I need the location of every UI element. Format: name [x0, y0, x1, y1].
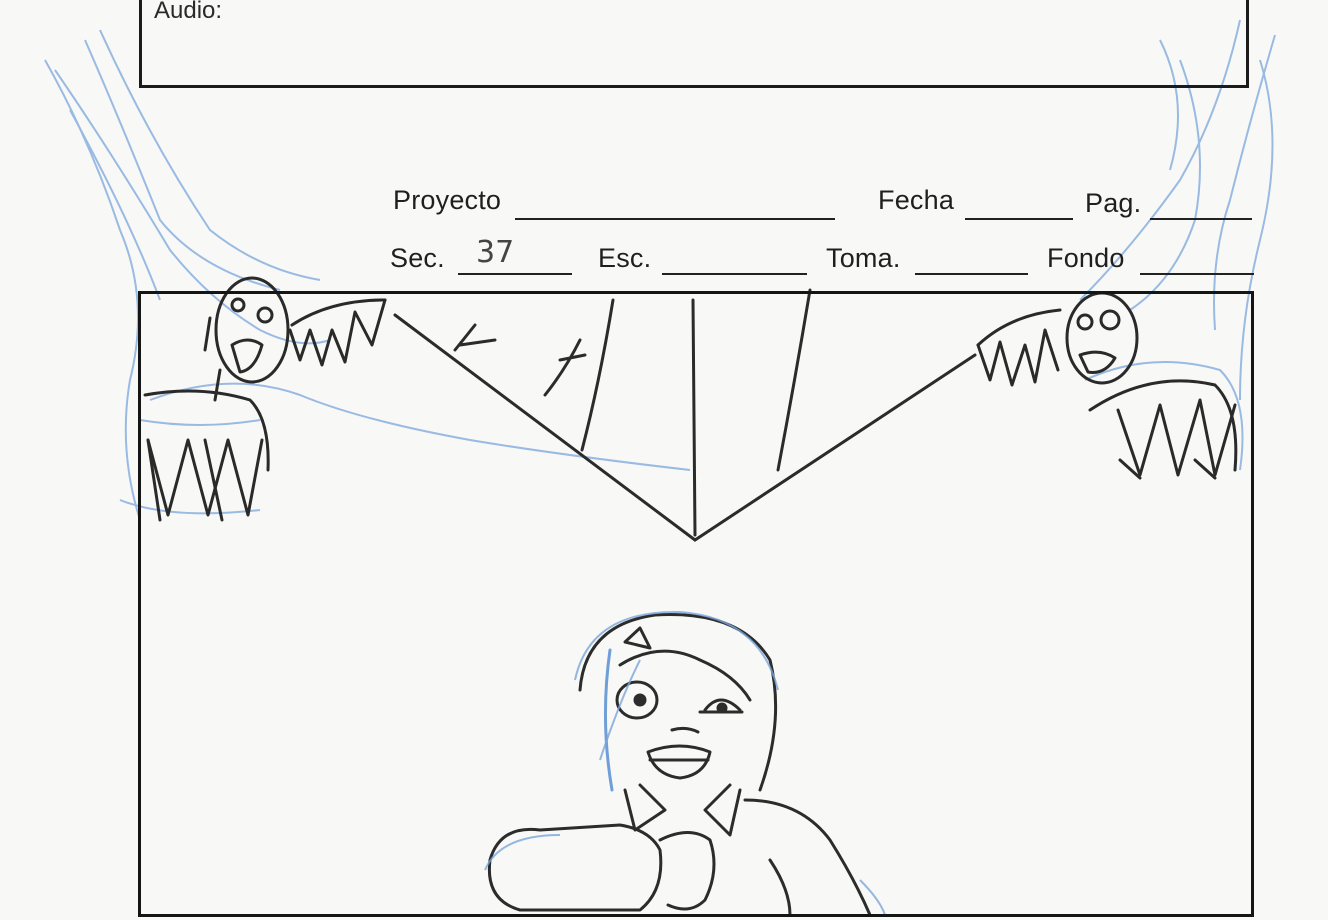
storyboard-frame	[138, 291, 1254, 917]
esc-label: Esc.	[598, 243, 652, 273]
fecha-field-line[interactable]	[965, 218, 1073, 220]
pag-label: Pag.	[1085, 188, 1142, 218]
proyecto-label: Proyecto	[393, 185, 502, 215]
sec-label: Sec.	[390, 243, 445, 273]
fondo-field-line[interactable]	[1140, 273, 1254, 275]
fondo-label: Fondo	[1047, 243, 1125, 273]
pag-field-line[interactable]	[1150, 218, 1252, 220]
fecha-label: Fecha	[878, 185, 955, 215]
esc-field-line[interactable]	[662, 273, 807, 275]
toma-label: Toma.	[826, 243, 901, 273]
left-creature-sketch	[44, 29, 691, 521]
toma-field-line[interactable]	[915, 273, 1028, 275]
left-creature-ink	[143, 276, 387, 522]
canopy-lines	[393, 288, 977, 542]
sec-value: 37	[476, 235, 515, 270]
girl-blue-shading	[484, 610, 886, 916]
proyecto-field-line[interactable]	[515, 218, 835, 220]
audio-label: Audio:	[154, 0, 223, 24]
audio-box: Audio:	[139, 0, 1249, 88]
sec-field-line[interactable]	[458, 273, 572, 275]
